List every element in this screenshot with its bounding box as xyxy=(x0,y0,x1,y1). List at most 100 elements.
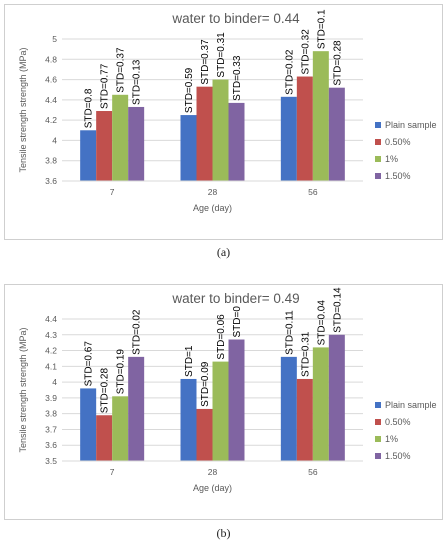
data-label: STD=0.1 xyxy=(316,9,327,49)
bar-1-50- xyxy=(328,334,345,461)
data-label: STD=0.13 xyxy=(132,59,143,105)
bar-0-50- xyxy=(296,76,313,181)
x-tick-label: 7 xyxy=(110,187,115,197)
bar-plain-sample xyxy=(280,356,297,461)
y-tick-label: 4.3 xyxy=(45,330,57,340)
y-tick-label: 4.4 xyxy=(45,95,57,105)
legend-label: 1.50% xyxy=(385,171,411,181)
bar-plain-sample xyxy=(180,378,197,461)
legend-label: Plain sample xyxy=(385,400,437,410)
y-tick-label: 3.9 xyxy=(45,393,57,403)
bar-1- xyxy=(212,361,229,461)
data-label: STD=0.33 xyxy=(232,55,243,101)
data-label: STD=0.59 xyxy=(184,67,195,113)
bar-1-50- xyxy=(128,356,145,461)
x-tick-label: 56 xyxy=(308,467,318,477)
data-label: STD=0.8 xyxy=(84,88,95,128)
bar-plain-sample xyxy=(180,115,197,181)
x-tick-label: 28 xyxy=(208,187,218,197)
legend-label: 1% xyxy=(385,434,398,444)
y-tick-label: 3.8 xyxy=(45,409,57,419)
bar-1-50- xyxy=(228,339,245,461)
y-tick-label: 4.1 xyxy=(45,361,57,371)
chart-a: water to binder= 0.44 3.6 3.8 4 4.2 4.4 4.6 4.8… xyxy=(18,9,437,213)
bar-0-50- xyxy=(196,408,213,461)
bar-1- xyxy=(112,94,129,181)
x-tick-label: 56 xyxy=(308,187,318,197)
legend-swatch xyxy=(375,402,381,408)
y-tick-label: 4.8 xyxy=(45,54,57,64)
x-tick-label: 7 xyxy=(110,467,115,477)
legend-swatch xyxy=(375,173,381,179)
caption-b: (b) xyxy=(216,526,231,540)
x-axis-label: Age (day) xyxy=(193,483,232,493)
data-label: STD=0.14 xyxy=(332,287,343,333)
x-tick-label: 28 xyxy=(208,467,218,477)
y-tick-label: 4.2 xyxy=(45,346,57,356)
y-tick-label: 4 xyxy=(52,135,57,145)
data-label: STD=0.37 xyxy=(116,47,127,93)
legend-label: Plain sample xyxy=(385,120,437,130)
legend-swatch xyxy=(375,419,381,425)
data-label: STD=0.31 xyxy=(216,32,227,78)
y-tick-label: 3.5 xyxy=(45,456,57,466)
y-tick-label: 3.8 xyxy=(45,156,57,166)
chart-panel-b: water to binder= 0.49 3.5 3.6 3.7 3.8 3.9 4 4.1… xyxy=(4,284,443,520)
bar-1- xyxy=(112,396,129,461)
x-axis-label: Age (day) xyxy=(193,203,232,213)
data-label: STD=0.04 xyxy=(316,300,327,346)
y-tick-label: 3.6 xyxy=(45,176,57,186)
data-label: STD=0.32 xyxy=(300,29,311,75)
bar-0-50- xyxy=(96,415,113,461)
data-label: STD=0 xyxy=(232,306,243,338)
data-label: STD=1 xyxy=(184,345,195,377)
legend-label: 0.50% xyxy=(385,417,411,427)
y-tick-label: 4.4 xyxy=(45,314,57,324)
legend-swatch xyxy=(375,122,381,128)
bar-1-50- xyxy=(328,87,345,181)
data-label: STD=0.31 xyxy=(300,331,311,377)
bar-1- xyxy=(212,79,229,181)
bar-plain-sample xyxy=(80,130,97,181)
chart-title: water to binder= 0.49 xyxy=(171,291,299,306)
data-label: STD=0.02 xyxy=(132,309,143,355)
data-label: STD=0.28 xyxy=(332,40,343,86)
legend-label: 1.50% xyxy=(385,451,411,461)
y-axis-label: Tensile strength strength (MPa) xyxy=(18,327,28,452)
legend-swatch xyxy=(375,156,381,162)
legend-label: 0.50% xyxy=(385,137,411,147)
bar-plain-sample xyxy=(280,96,297,181)
legend-swatch xyxy=(375,453,381,459)
bar-1- xyxy=(312,347,329,461)
y-tick-label: 5 xyxy=(52,34,57,44)
y-tick-label: 4 xyxy=(52,377,57,387)
bar-0-50- xyxy=(296,378,313,461)
legend-swatch xyxy=(375,436,381,442)
data-label: STD=0.28 xyxy=(100,368,111,414)
chart-panel-a: water to binder= 0.44 3.6 3.8 4 4.2 4.4 4.6 4.8… xyxy=(4,4,443,240)
bar-0-50- xyxy=(96,111,113,181)
chart-title: water to binder= 0.44 xyxy=(171,11,300,26)
legend-label: 1% xyxy=(385,154,398,164)
bar-0-50- xyxy=(196,86,213,181)
bar-1-50- xyxy=(128,106,145,181)
data-label: STD=0.67 xyxy=(84,341,95,387)
data-label: STD=0.37 xyxy=(200,39,211,85)
legend-swatch xyxy=(375,139,381,145)
y-tick-label: 3.6 xyxy=(45,440,57,450)
caption-a: (a) xyxy=(216,245,231,259)
y-tick-label: 4.2 xyxy=(45,115,57,125)
bar-1- xyxy=(312,51,329,181)
data-label: STD=0.09 xyxy=(200,361,211,407)
bar-1-50- xyxy=(228,102,245,181)
data-label: STD=0.19 xyxy=(116,349,127,395)
data-label: STD=0.02 xyxy=(284,49,295,95)
data-label: STD=0.06 xyxy=(216,314,227,360)
data-label: STD=0.77 xyxy=(100,63,111,109)
y-tick-label: 4.6 xyxy=(45,75,57,85)
bar-plain-sample xyxy=(80,388,97,461)
chart-b: water to binder= 0.49 3.5 3.6 3.7 3.8 3.9 4 4.1… xyxy=(18,287,437,493)
y-tick-label: 3.7 xyxy=(45,424,57,434)
data-label: STD=0.11 xyxy=(284,310,295,355)
y-axis-label: Tensile strength strength (MPa) xyxy=(18,47,28,172)
